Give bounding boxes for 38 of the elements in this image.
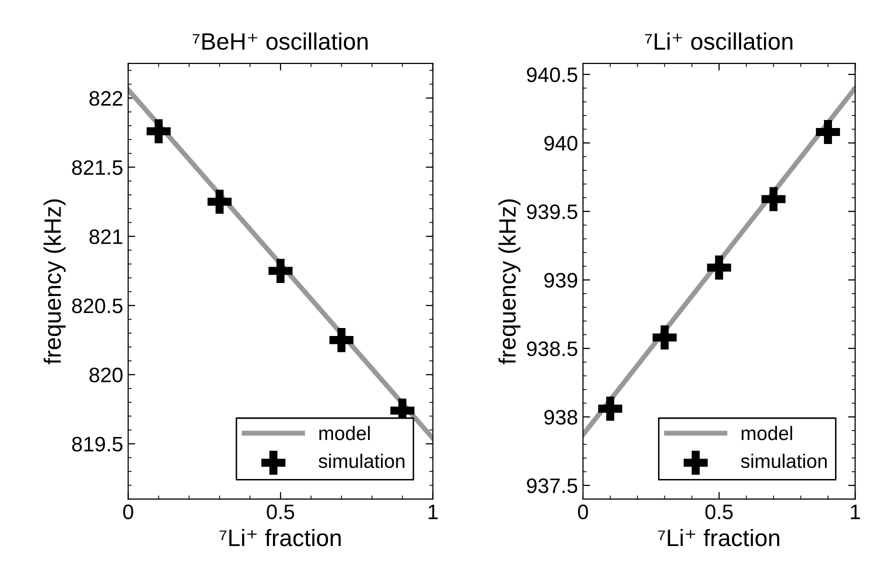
y-tick-label: 939 [544,272,578,288]
point [146,119,171,144]
y-tick-label: 819.5 [72,436,122,452]
chart-title: ⁷Li⁺ oscillation [645,32,792,50]
legend-label: simulation [740,454,827,468]
y-tick-label: 939.5 [526,204,578,220]
y-tick-label: 940 [544,136,578,151]
point [329,328,354,352]
y-tick-label: 820 [89,368,123,382]
point [208,190,232,214]
y-tick-label: 820.5 [72,298,122,314]
y-tick-label: 938.5 [526,341,578,356]
y-tick-label: 822 [89,91,122,106]
y-tick-label: 937.5 [526,478,578,494]
x-axis-title: ⁷Li⁺ fraction [220,528,341,546]
x-tick-label: 1 [428,504,438,520]
point [268,258,293,283]
x-tick-label: 0.5 [705,504,733,520]
legend-label: model [742,426,792,440]
y-tick-label: 938 [544,410,578,425]
point [598,396,622,421]
y-tick-label: 821.5 [72,160,122,175]
y-tick-label: 821 [89,229,122,244]
x-tick-label: 0 [123,504,134,520]
x-axis-title: ⁷Li⁺ fraction [658,528,780,546]
chart-title: ⁷BeH⁺ oscillation [192,32,368,50]
x-tick-label: 0.5 [266,504,294,520]
legend-label: model [319,426,370,440]
legend-label: simulation [318,454,404,468]
x-tick-label: 0 [578,504,588,520]
point [761,187,786,212]
point [707,256,732,280]
y-axis-title: frequency (kHz) [498,199,520,364]
point [652,325,677,350]
point [816,120,840,144]
y-tick-label: 940.5 [526,67,578,82]
y-axis-title: frequency (kHz) [44,199,66,364]
x-tick-label: 1 [850,504,860,520]
